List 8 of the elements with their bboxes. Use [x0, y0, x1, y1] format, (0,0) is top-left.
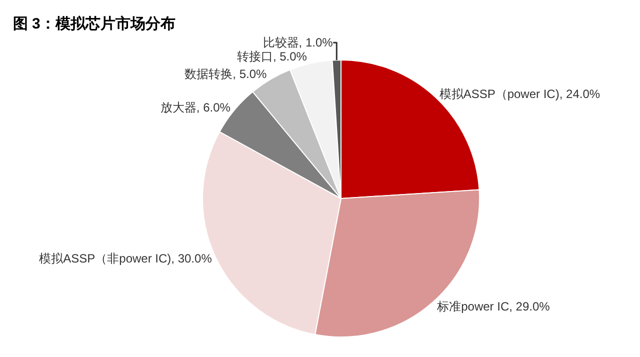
- chart-title: 图 3：模拟芯片市场分布: [12, 14, 176, 32]
- slice-label: 模拟ASSP（power IC), 24.0%: [439, 86, 600, 101]
- slice-label: 数据转换, 5.0%: [184, 67, 267, 82]
- slice-label: 比较器, 1.0%: [262, 36, 334, 50]
- slice-label: 转接口, 5.0%: [236, 50, 308, 64]
- slice-label: 放大器, 6.0%: [160, 100, 231, 114]
- slice-label: 标准power IC, 29.0%: [436, 299, 550, 314]
- slice-label: 模拟ASSP（非power IC), 30.0%: [39, 252, 212, 266]
